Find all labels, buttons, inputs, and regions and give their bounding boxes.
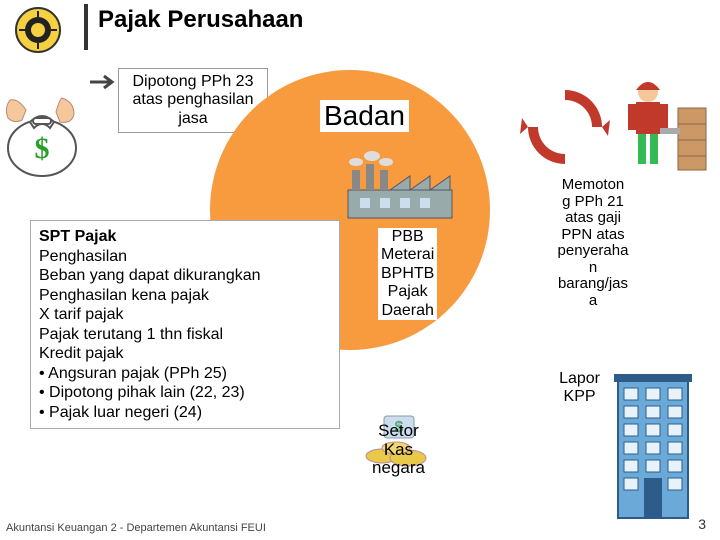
center-item: Pajak (381, 283, 434, 301)
page-title: Pajak Perusahaan (98, 6, 303, 34)
spt-line: Beban yang dapat dikurangkan (39, 266, 331, 286)
lapor-text: LaporKPP (559, 370, 600, 405)
lapor-label: LaporKPP (559, 370, 600, 405)
spt-line: X tarif pajak (39, 305, 331, 325)
moneybag-icon: $ (0, 70, 90, 180)
worker-icon (618, 72, 708, 172)
footer-text: Akuntansi Keuangan 2 - Departemen Akunta… (6, 522, 266, 534)
spt-line: Pajak terutang 1 thn fiskal (39, 325, 331, 345)
center-item: PBB (381, 228, 434, 246)
spt-line: Penghasilan (39, 247, 331, 267)
spt-line: • Angsuran pajak (PPh 25) (39, 364, 331, 384)
factory-icon (340, 150, 460, 220)
setor-label: SetorKasnegara (372, 422, 425, 478)
spt-line: • Dipotong pihak lain (22, 23) (39, 383, 331, 403)
badan-label: Badan (320, 100, 409, 132)
spt-header: SPT Pajak (39, 227, 331, 247)
page-number: 3 (698, 516, 706, 532)
spt-line: • Pajak luar negeri (24) (39, 403, 331, 423)
university-logo (14, 6, 62, 54)
svg-text:$: $ (35, 132, 50, 165)
center-item: Daerah (381, 302, 434, 320)
office-building-icon (608, 372, 698, 522)
center-tax-list: PBB Meterai BPHTB Pajak Daerah (378, 228, 437, 320)
spt-line: Penghasilan kena pajak (39, 286, 331, 306)
spt-box: SPT Pajak Penghasilan Beban yang dapat d… (30, 220, 340, 429)
cycle-arrows-icon (520, 82, 610, 172)
center-item: BPHTB (381, 265, 434, 283)
title-divider (84, 4, 88, 50)
arrow-in-icon (88, 72, 118, 92)
spt-line: Kredit pajak (39, 344, 331, 364)
setor-text: SetorKasnegara (372, 422, 425, 478)
center-item: Meterai (381, 246, 434, 264)
rightbox-text: Memotong PPh 21atas gajiPPN ataspenyerah… (534, 175, 652, 311)
